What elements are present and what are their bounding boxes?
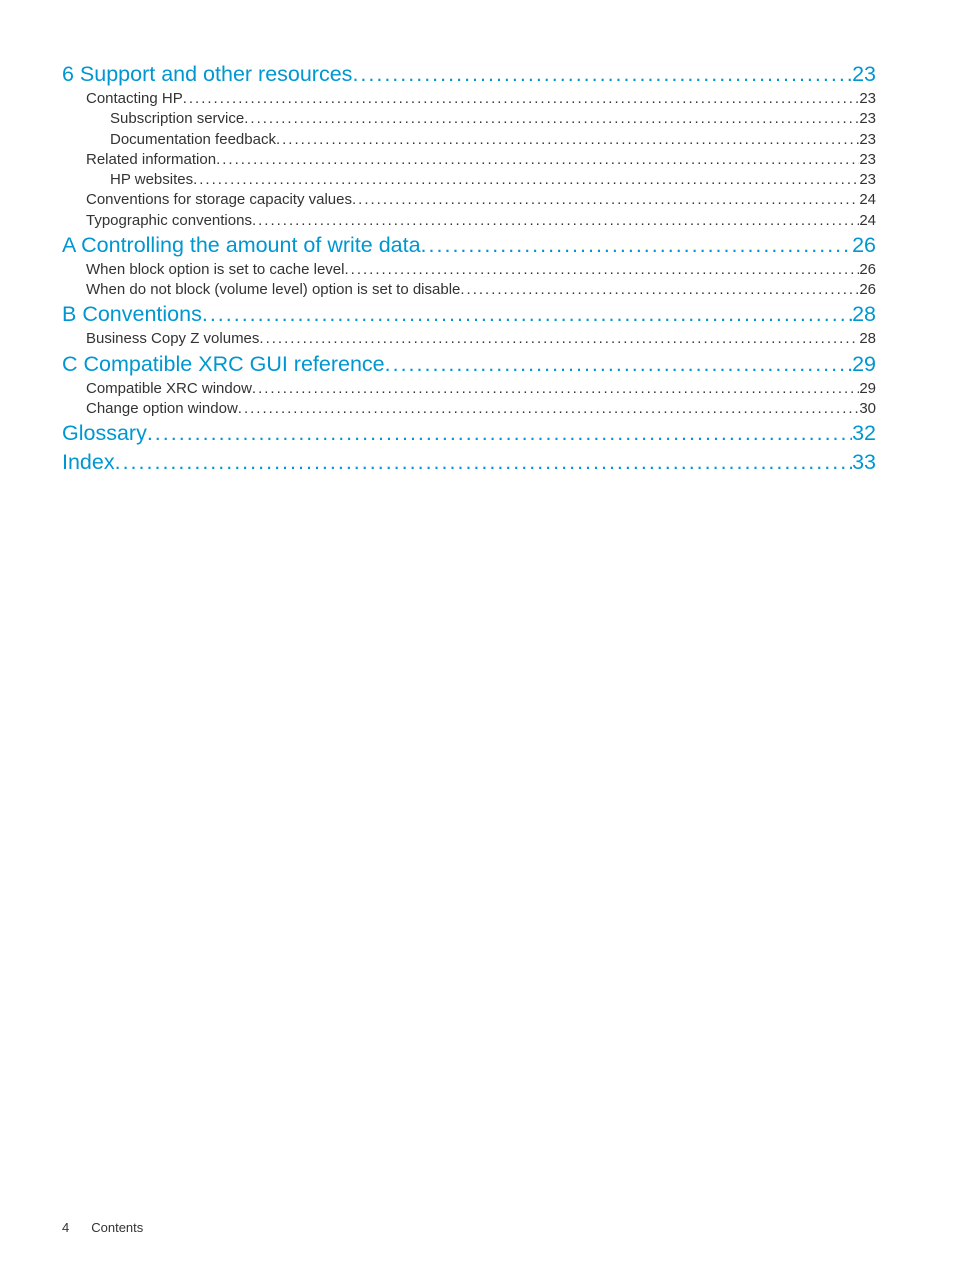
toc-chapter-page[interactable]: 26: [852, 231, 876, 260]
toc-chapter-row: 6 Support and other resources 23: [62, 60, 876, 89]
footer-page-number: 4: [62, 1220, 69, 1235]
toc-section-label[interactable]: Conventions for storage capacity values: [86, 190, 352, 210]
toc-section-label[interactable]: Contacting HP: [86, 89, 183, 109]
toc-leader: [202, 300, 852, 329]
toc-leader: [193, 170, 859, 190]
toc-leader: [115, 448, 852, 477]
toc-chapter-row: Index 33: [62, 448, 876, 477]
toc-leader: [352, 60, 852, 89]
toc-section-page[interactable]: 23: [859, 150, 876, 170]
toc-leader: [352, 190, 859, 210]
toc-section-label[interactable]: Typographic conventions: [86, 211, 252, 231]
toc-section-page[interactable]: 29: [859, 379, 876, 399]
toc-subsection-row: Documentation feedback 23: [62, 130, 876, 150]
toc-section-label[interactable]: When block option is set to cache level: [86, 260, 344, 280]
toc-chapter-page[interactable]: 23: [852, 60, 876, 89]
toc-leader: [238, 399, 860, 419]
toc-section-page[interactable]: 23: [859, 89, 876, 109]
toc-leader: [252, 379, 859, 399]
toc-subsection-row: HP websites 23: [62, 170, 876, 190]
toc-leader: [244, 109, 859, 129]
toc-section-label[interactable]: Compatible XRC window: [86, 379, 252, 399]
toc-chapter-label[interactable]: C Compatible XRC GUI reference: [62, 350, 385, 379]
toc-chapter-row: A Controlling the amount of write data 2…: [62, 231, 876, 260]
toc-leader: [421, 231, 853, 260]
toc-leader: [252, 211, 859, 231]
toc-section-row: Business Copy Z volumes 28: [62, 329, 876, 349]
toc-section-row: Related information 23: [62, 150, 876, 170]
toc-subsection-page[interactable]: 23: [859, 170, 876, 190]
toc-section-page[interactable]: 30: [859, 399, 876, 419]
toc-section-row: Change option window 30: [62, 399, 876, 419]
toc-section-page[interactable]: 24: [859, 190, 876, 210]
page-footer: 4 Contents: [62, 1220, 143, 1235]
toc-chapter-page[interactable]: 28: [852, 300, 876, 329]
toc-chapter-page[interactable]: 33: [852, 448, 876, 477]
toc-leader: [344, 260, 859, 280]
toc-leader: [147, 419, 852, 448]
footer-section-label: Contents: [91, 1220, 143, 1235]
toc-section-row: When do not block (volume level) option …: [62, 280, 876, 300]
toc-section-page[interactable]: 28: [859, 329, 876, 349]
toc-section-page[interactable]: 26: [859, 260, 876, 280]
toc-section-row: Contacting HP 23: [62, 89, 876, 109]
toc-leader: [259, 329, 859, 349]
toc-leader: [460, 280, 859, 300]
toc-chapter-row: B Conventions 28: [62, 300, 876, 329]
toc-leader: [385, 350, 852, 379]
toc-section-page[interactable]: 24: [859, 211, 876, 231]
table-of-contents: 6 Support and other resources 23 Contact…: [62, 60, 876, 477]
toc-subsection-row: Subscription service 23: [62, 109, 876, 129]
toc-section-label[interactable]: When do not block (volume level) option …: [86, 280, 460, 300]
toc-section-label[interactable]: Related information: [86, 150, 216, 170]
toc-subsection-label[interactable]: Subscription service: [110, 109, 244, 129]
toc-section-row: Typographic conventions 24: [62, 211, 876, 231]
toc-section-label[interactable]: Business Copy Z volumes: [86, 329, 259, 349]
toc-section-page[interactable]: 26: [859, 280, 876, 300]
toc-chapter-page[interactable]: 32: [852, 419, 876, 448]
toc-chapter-label[interactable]: 6 Support and other resources: [62, 60, 352, 89]
toc-section-row: When block option is set to cache level …: [62, 260, 876, 280]
toc-section-row: Compatible XRC window 29: [62, 379, 876, 399]
toc-subsection-page[interactable]: 23: [859, 130, 876, 150]
toc-subsection-label[interactable]: Documentation feedback: [110, 130, 276, 150]
toc-chapter-page[interactable]: 29: [852, 350, 876, 379]
toc-chapter-label[interactable]: A Controlling the amount of write data: [62, 231, 421, 260]
toc-chapter-label[interactable]: B Conventions: [62, 300, 202, 329]
toc-chapter-row: Glossary 32: [62, 419, 876, 448]
page: 6 Support and other resources 23 Contact…: [0, 0, 954, 1271]
toc-leader: [183, 89, 860, 109]
toc-subsection-page[interactable]: 23: [859, 109, 876, 129]
toc-chapter-row: C Compatible XRC GUI reference 29: [62, 350, 876, 379]
toc-chapter-label[interactable]: Index: [62, 448, 115, 477]
toc-chapter-label[interactable]: Glossary: [62, 419, 147, 448]
toc-leader: [216, 150, 859, 170]
toc-leader: [276, 130, 859, 150]
toc-section-row: Conventions for storage capacity values …: [62, 190, 876, 210]
toc-subsection-label[interactable]: HP websites: [110, 170, 193, 190]
toc-section-label[interactable]: Change option window: [86, 399, 238, 419]
